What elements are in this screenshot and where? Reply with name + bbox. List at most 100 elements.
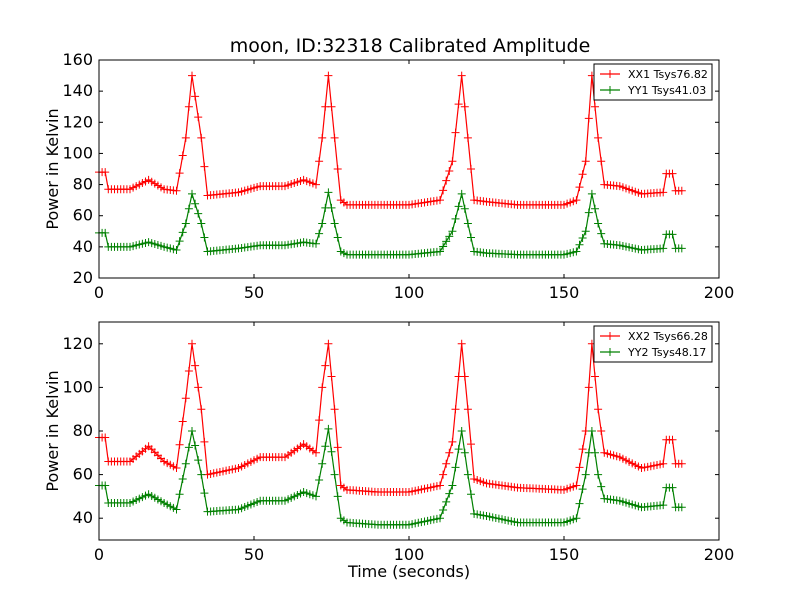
data-point-marker — [575, 499, 584, 508]
data-point-marker — [312, 448, 320, 457]
data-point-marker — [330, 405, 339, 414]
data-point-marker — [591, 448, 599, 457]
x-tick-label: 100 — [394, 545, 425, 564]
data-point-marker — [200, 437, 209, 446]
data-point-marker — [463, 219, 472, 228]
data-point-marker — [597, 427, 606, 435]
data-point-marker — [333, 443, 342, 452]
data-point-marker — [594, 470, 603, 479]
y-tick-label: 60 — [73, 465, 93, 484]
legend-marker — [606, 332, 614, 340]
x-tick-label: 150 — [549, 545, 580, 564]
data-point-marker — [175, 490, 184, 499]
data-point-marker — [200, 489, 209, 498]
data-point-marker — [194, 113, 203, 122]
data-point-marker — [439, 506, 448, 515]
data-point-marker — [442, 176, 451, 185]
data-point-marker — [315, 476, 324, 485]
data-point-marker — [659, 244, 668, 253]
data-point-marker — [448, 481, 457, 490]
data-point-marker — [318, 133, 327, 142]
data-point-marker — [197, 405, 206, 414]
x-tick-label: 200 — [704, 545, 735, 564]
y-tick-label: 60 — [73, 206, 93, 225]
x-axis-label: Time (seconds) — [347, 562, 470, 581]
legend-label: YY2 Tsys48.17 — [627, 346, 706, 359]
data-point-marker — [591, 204, 599, 213]
data-point-marker — [327, 372, 336, 381]
data-point-marker — [451, 214, 460, 223]
data-point-marker — [445, 489, 454, 498]
y-tick-label: 120 — [62, 334, 93, 353]
data-point-marker — [677, 244, 686, 253]
data-point-marker — [445, 232, 454, 241]
series-xx-p1 — [95, 339, 686, 497]
data-point-marker — [460, 102, 469, 111]
data-point-marker — [460, 448, 469, 457]
x-tick-label: 50 — [244, 545, 264, 564]
data-point-marker — [442, 497, 451, 506]
data-point-marker — [188, 427, 196, 435]
data-point-marker — [327, 203, 336, 212]
data-point-marker — [578, 485, 587, 494]
y-tick-label: 80 — [73, 421, 93, 440]
y-tick-label: 100 — [62, 143, 93, 162]
data-point-marker — [188, 339, 196, 348]
data-point-marker — [442, 459, 451, 468]
data-point-marker — [101, 481, 110, 490]
data-point-marker — [668, 483, 677, 492]
y-tick-label: 80 — [73, 175, 93, 194]
data-point-marker — [194, 383, 203, 392]
legend-box — [593, 325, 713, 363]
data-point-marker — [445, 448, 454, 457]
legend-marker — [606, 348, 614, 356]
data-point-marker — [584, 114, 593, 123]
legend-label: YY1 Tsys41.03 — [627, 84, 706, 97]
data-point-marker — [188, 71, 196, 80]
data-point-marker — [581, 227, 590, 236]
data-point-marker — [321, 442, 330, 451]
legend-entry: XX1 Tsys76.82 — [600, 68, 708, 81]
data-point-marker — [575, 240, 584, 249]
data-point-marker — [677, 459, 686, 468]
data-point-marker — [191, 441, 200, 450]
data-point-marker — [460, 204, 469, 213]
data-point-marker — [312, 180, 320, 189]
data-point-marker — [191, 199, 200, 208]
data-point-marker — [327, 447, 336, 456]
data-point-marker — [677, 186, 686, 195]
y-tick-label: 140 — [62, 81, 93, 100]
data-point-marker — [442, 237, 451, 246]
data-point-marker — [324, 188, 333, 197]
x-tick-label: 50 — [244, 283, 264, 302]
data-point-marker — [575, 183, 584, 192]
data-point-marker — [172, 245, 181, 254]
y-tick-label: 40 — [73, 508, 93, 527]
data-point-marker — [659, 459, 668, 468]
data-point-marker — [318, 383, 327, 392]
data-point-marker — [184, 443, 193, 452]
data-point-marker — [315, 229, 324, 238]
data-point-marker — [200, 162, 209, 171]
data-point-marker — [668, 230, 677, 239]
data-point-marker — [448, 227, 457, 236]
data-point-marker — [197, 219, 206, 228]
data-point-marker — [578, 445, 587, 454]
x-tick-label: 0 — [94, 545, 104, 564]
legend-entry: YY1 Tsys41.03 — [600, 84, 706, 97]
data-point-marker — [451, 405, 460, 414]
data-point-marker — [467, 233, 475, 242]
data-point-marker — [436, 481, 444, 490]
data-point-marker — [594, 219, 603, 228]
data-point-marker — [578, 170, 587, 179]
data-point-marker — [467, 490, 475, 499]
series-yy-p0 — [95, 188, 686, 259]
data-point-marker — [575, 463, 584, 472]
data-point-marker — [184, 102, 193, 111]
data-point-marker — [178, 474, 187, 483]
data-point-marker — [578, 234, 587, 243]
data-point-marker — [668, 435, 677, 444]
series-yy-p1 — [95, 424, 686, 529]
y-tick-label: 120 — [62, 112, 93, 131]
